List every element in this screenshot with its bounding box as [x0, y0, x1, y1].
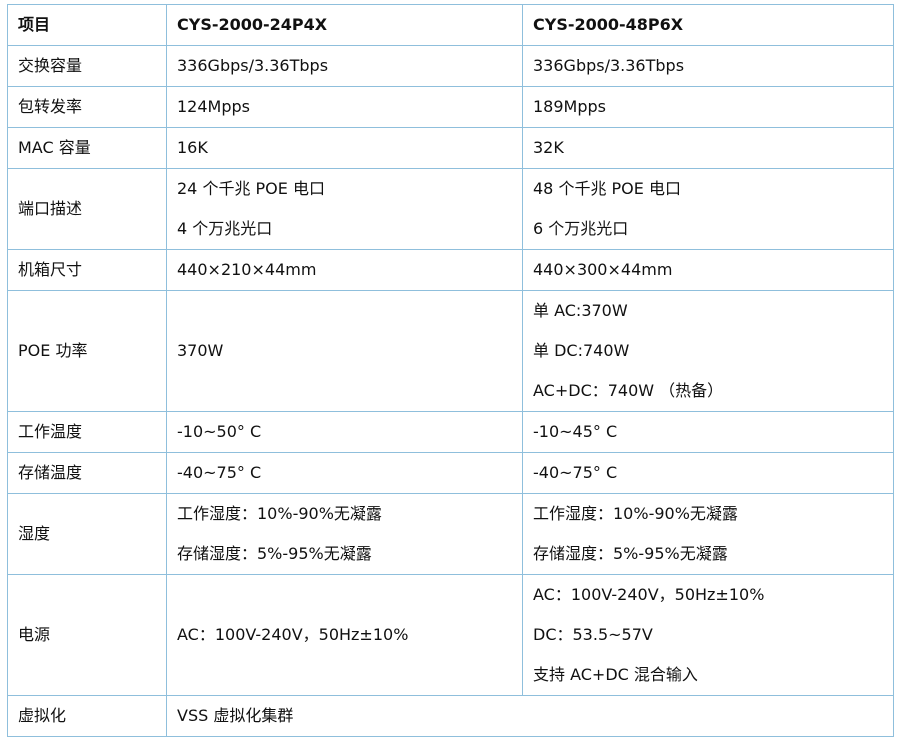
- cell-text: CYS-2000-48P6X: [533, 15, 684, 34]
- header-cell: CYS-2000-24P4X: [166, 4, 523, 46]
- cell-text: AC+DC：740W （热备）: [533, 381, 724, 400]
- cell-text: 124Mpps: [177, 97, 250, 116]
- row-label: 湿度: [7, 493, 167, 575]
- cell: -40~75° C: [522, 452, 894, 494]
- table-row: 机箱尺寸 440×210×44mm 440×300×44mm: [7, 249, 894, 291]
- cell-text: CYS-2000-24P4X: [177, 15, 328, 34]
- row-label: 虚拟化: [7, 695, 167, 737]
- cell-text: 440×210×44mm: [177, 260, 317, 279]
- table-row: POE 功率 370W 单 AC:370W 单 DC:740W AC+DC：740W （…: [7, 290, 894, 412]
- cell: -40~75° C: [166, 452, 523, 494]
- cell-text: 48 个千兆 POE 电口: [533, 179, 681, 198]
- cell: VSS 虚拟化集群: [166, 695, 894, 737]
- cell-text: VSS 虚拟化集群: [177, 706, 294, 725]
- row-label: 交换容量: [7, 45, 167, 87]
- table-row: 工作温度 -10~50° C -10~45° C: [7, 411, 894, 453]
- cell: 336Gbps/3.36Tbps: [166, 45, 523, 87]
- header-cell: CYS-2000-48P6X: [522, 4, 894, 46]
- cell-text: -40~75° C: [177, 463, 262, 482]
- cell-text: -40~75° C: [533, 463, 618, 482]
- cell-text: AC：100V-240V，50Hz±10%: [177, 625, 409, 644]
- cell-text: DC：53.5~57V: [533, 625, 653, 644]
- cell: 16K: [166, 127, 523, 169]
- cell-text: 工作湿度：10%-90%无凝露: [177, 504, 382, 523]
- cell: 189Mpps: [522, 86, 894, 128]
- cell-text: 机箱尺寸: [18, 260, 83, 279]
- cell-text: 440×300×44mm: [533, 260, 673, 279]
- table-row: 存储温度 -40~75° C -40~75° C: [7, 452, 894, 494]
- cell-text: 32K: [533, 138, 564, 157]
- table-row: MAC 容量 16K 32K: [7, 127, 894, 169]
- cell-text: 存储湿度：5%-95%无凝露: [177, 544, 372, 563]
- cell: 440×300×44mm: [522, 249, 894, 291]
- cell-text: MAC 容量: [18, 138, 91, 157]
- cell: 24 个千兆 POE 电口 4 个万兆光口: [166, 168, 523, 250]
- cell-text: 虚拟化: [18, 706, 67, 725]
- row-label: 包转发率: [7, 86, 167, 128]
- cell-text: 端口描述: [18, 199, 83, 218]
- cell-text: 4 个万兆光口: [177, 219, 273, 238]
- table-row: 电源 AC：100V-240V，50Hz±10% AC：100V-240V，50Hz…: [7, 574, 894, 696]
- cell-text: 6 个万兆光口: [533, 219, 629, 238]
- cell: 124Mpps: [166, 86, 523, 128]
- cell-text: 支持 AC+DC 混合输入: [533, 665, 698, 684]
- cell-text: 交换容量: [18, 56, 83, 75]
- cell-text: -10~50° C: [177, 422, 262, 441]
- cell-text: 单 AC:370W: [533, 301, 628, 320]
- cell-text: 存储湿度：5%-95%无凝露: [533, 544, 728, 563]
- cell: 单 AC:370W 单 DC:740W AC+DC：740W （热备）: [522, 290, 894, 412]
- cell-text: 存储温度: [18, 463, 83, 482]
- cell: 370W: [166, 290, 523, 412]
- row-label: 机箱尺寸: [7, 249, 167, 291]
- row-label: 存储温度: [7, 452, 167, 494]
- header-cell: 项目: [7, 4, 167, 46]
- cell: AC：100V-240V，50Hz±10% DC：53.5~57V 支持 AC+DC…: [522, 574, 894, 696]
- spec-table: 项目 CYS-2000-24P4X CYS-2000-48P6X 交换容量 336Gbp…: [7, 4, 894, 737]
- cell-text: 336Gbps/3.36Tbps: [533, 56, 685, 75]
- cell-text: -10~45° C: [533, 422, 618, 441]
- cell: 48 个千兆 POE 电口 6 个万兆光口: [522, 168, 894, 250]
- cell-text: 包转发率: [18, 97, 83, 116]
- cell: 336Gbps/3.36Tbps: [522, 45, 894, 87]
- header-row: 项目 CYS-2000-24P4X CYS-2000-48P6X: [7, 4, 894, 46]
- cell-text: AC：100V-240V，50Hz±10%: [533, 585, 765, 604]
- table-row: 虚拟化 VSS 虚拟化集群: [7, 695, 894, 737]
- cell-text: POE 功率: [18, 341, 88, 360]
- row-label: 电源: [7, 574, 167, 696]
- cell: AC：100V-240V，50Hz±10%: [166, 574, 523, 696]
- cell-text: 工作湿度：10%-90%无凝露: [533, 504, 738, 523]
- cell-text: 370W: [177, 341, 224, 360]
- cell-text: 189Mpps: [533, 97, 606, 116]
- table-row: 端口描述 24 个千兆 POE 电口 4 个万兆光口 48 个千兆 POE 电口 6 个…: [7, 168, 894, 250]
- cell: 工作湿度：10%-90%无凝露 存储湿度：5%-95%无凝露: [522, 493, 894, 575]
- table-row: 包转发率 124Mpps 189Mpps: [7, 86, 894, 128]
- row-label: 端口描述: [7, 168, 167, 250]
- cell-text: 单 DC:740W: [533, 341, 630, 360]
- table-body: 项目 CYS-2000-24P4X CYS-2000-48P6X 交换容量 336Gbp…: [7, 4, 894, 737]
- row-label: MAC 容量: [7, 127, 167, 169]
- cell-text: 湿度: [18, 524, 51, 543]
- cell: -10~45° C: [522, 411, 894, 453]
- cell-text: 项目: [18, 15, 51, 34]
- cell: 440×210×44mm: [166, 249, 523, 291]
- cell: 工作湿度：10%-90%无凝露 存储湿度：5%-95%无凝露: [166, 493, 523, 575]
- table-row: 交换容量 336Gbps/3.36Tbps 336Gbps/3.36Tbps: [7, 45, 894, 87]
- cell: -10~50° C: [166, 411, 523, 453]
- row-label: POE 功率: [7, 290, 167, 412]
- table-row: 湿度 工作湿度：10%-90%无凝露 存储湿度：5%-95%无凝露 工作湿度：10%-…: [7, 493, 894, 575]
- cell-text: 工作温度: [18, 422, 83, 441]
- cell-text: 24 个千兆 POE 电口: [177, 179, 325, 198]
- cell: 32K: [522, 127, 894, 169]
- cell-text: 电源: [18, 625, 51, 644]
- cell-text: 16K: [177, 138, 208, 157]
- row-label: 工作温度: [7, 411, 167, 453]
- cell-text: 336Gbps/3.36Tbps: [177, 56, 329, 75]
